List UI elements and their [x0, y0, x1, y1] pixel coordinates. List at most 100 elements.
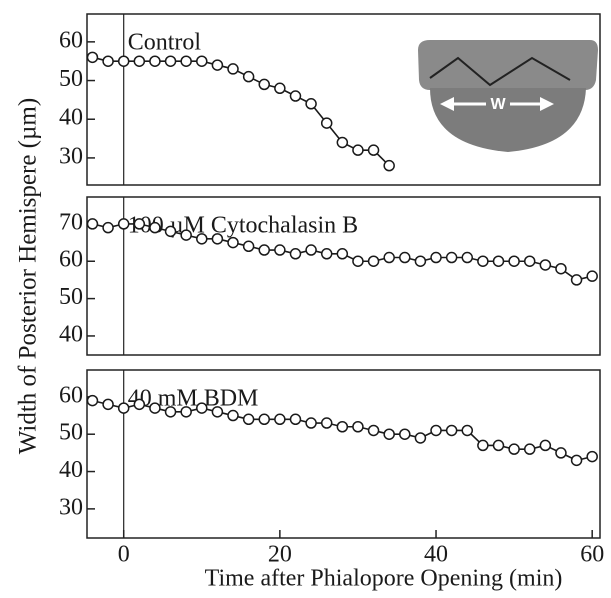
inset-label-bg — [486, 94, 510, 114]
data-point — [320, 248, 333, 260]
data-point — [305, 417, 317, 429]
data-point — [586, 450, 598, 463]
inset-diagram: W — [418, 40, 598, 152]
y-tick-label: 30 — [59, 494, 83, 520]
data-point — [352, 255, 364, 267]
data-point — [508, 443, 520, 455]
data-point — [242, 70, 255, 83]
data-point — [133, 398, 146, 411]
data-point — [367, 424, 380, 437]
data-point — [477, 255, 489, 267]
data-point — [180, 55, 192, 67]
data-point — [523, 255, 536, 267]
data-point — [86, 394, 99, 407]
data-point — [399, 428, 411, 440]
data-point — [570, 454, 583, 467]
data-point — [336, 420, 349, 433]
data-point — [180, 229, 192, 241]
y-tick-label: 70 — [59, 209, 83, 235]
y-axis-label: Width of Posterior Hemispere (µm) — [15, 98, 42, 454]
data-point — [164, 225, 177, 238]
data-point — [117, 55, 130, 67]
y-tick-label: 60 — [59, 247, 83, 273]
data-point — [211, 233, 224, 245]
plot-frame — [86, 369, 601, 539]
data-point — [133, 218, 146, 230]
data-point — [570, 274, 583, 286]
panel-title: Control — [128, 30, 202, 56]
data-point — [258, 244, 270, 256]
inset-line — [429, 56, 571, 87]
data-point — [586, 270, 598, 282]
data-point — [164, 406, 177, 418]
inset-arrowhead — [440, 97, 554, 111]
data-point — [399, 251, 411, 264]
x-tick-label: 0 — [118, 542, 130, 568]
y-tick-label: 60 — [59, 382, 83, 408]
data-point — [430, 251, 442, 264]
data-point — [508, 255, 520, 267]
y-tick-label: 40 — [59, 457, 83, 483]
data-point — [367, 255, 380, 267]
data-point — [102, 221, 114, 234]
data-point — [274, 82, 286, 95]
y-tick-label: 50 — [59, 66, 83, 92]
data-point — [242, 413, 255, 426]
data-point — [352, 144, 364, 156]
data-point — [102, 398, 114, 411]
data-point — [367, 144, 380, 156]
data-point — [555, 447, 567, 459]
data-point — [445, 424, 458, 437]
data-point — [133, 55, 146, 67]
data-point — [211, 59, 224, 71]
x-tick-label: 20 — [268, 542, 292, 568]
data-point — [196, 233, 208, 245]
data-point — [227, 63, 239, 75]
data-point — [86, 51, 99, 64]
data-point — [336, 136, 349, 149]
y-tick-label: 50 — [59, 420, 83, 446]
x-tick-label: 40 — [424, 542, 448, 568]
x-axis-label: Time after Phialopore Opening (min) — [205, 566, 563, 592]
data-point — [383, 159, 395, 172]
data-point — [539, 439, 552, 452]
plot-frame — [86, 13, 601, 186]
data-point — [320, 417, 333, 429]
data-point — [117, 402, 130, 414]
data-point — [445, 251, 458, 264]
data-point — [383, 251, 395, 264]
data-point — [164, 55, 177, 67]
data-point — [555, 262, 567, 275]
data-point — [227, 236, 239, 249]
data-point — [477, 439, 489, 452]
data-point — [149, 221, 161, 234]
data-point — [305, 98, 317, 110]
panel-title: 40 mM BDM — [128, 386, 259, 412]
inset-shape — [418, 40, 598, 90]
y-tick-label: 60 — [59, 27, 83, 53]
data-point — [274, 413, 286, 426]
data-point — [242, 240, 255, 253]
y-tick-label: 30 — [59, 143, 83, 169]
data-point — [227, 409, 239, 422]
data-point — [320, 117, 333, 129]
data-point — [211, 406, 224, 418]
data-point — [461, 424, 474, 437]
data-point — [539, 259, 552, 271]
data-point — [274, 244, 286, 256]
data-point — [149, 402, 161, 414]
data-point — [352, 420, 364, 433]
x-tick-label: 60 — [580, 542, 604, 568]
y-tick-label: 40 — [59, 105, 83, 131]
panel-title: 100 µM Cytochalasin B — [128, 213, 358, 239]
data-point — [258, 413, 270, 426]
series-line — [92, 56, 390, 167]
data-point — [180, 406, 192, 418]
plot-frame — [86, 196, 601, 356]
data-point — [196, 402, 208, 414]
data-point — [149, 55, 161, 67]
y-tick-label: 50 — [59, 284, 83, 310]
data-point — [86, 218, 99, 230]
data-point — [383, 428, 395, 440]
y-tick-label: 40 — [59, 321, 83, 347]
